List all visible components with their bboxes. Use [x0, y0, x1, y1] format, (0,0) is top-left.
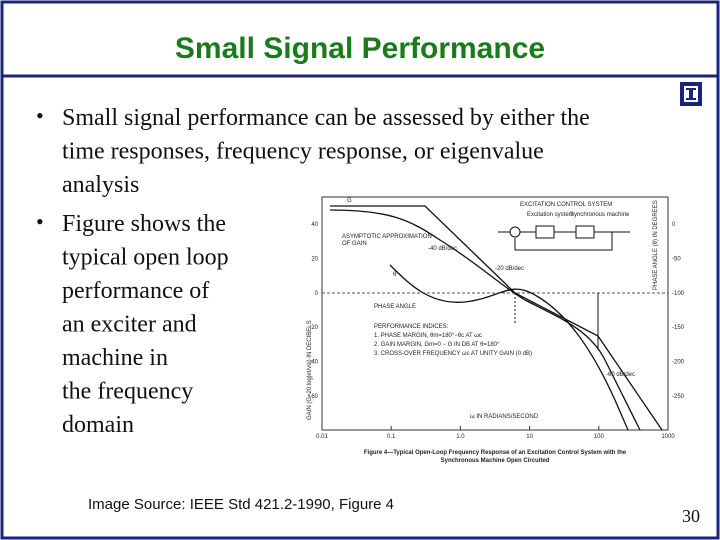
gain-axis-label: GAIN (G=20 log|et/vs|) IN DECIBELS: [307, 320, 313, 420]
performance-index: 2. GAIN MARGIN, Gm=0 − G IN DB AT θ=180°: [374, 342, 500, 348]
slope-label: -60 dB/dec: [606, 372, 635, 378]
phase-tick-label: -150: [672, 325, 685, 331]
bullet-dot: •: [36, 103, 44, 128]
phase-symbol: θ: [393, 272, 397, 278]
gain-symbol: G: [347, 198, 352, 204]
caption: Figure 4—Typical Open-Loop Frequency Res…: [364, 450, 627, 456]
bullet-line: the frequency: [62, 379, 193, 405]
phase-tick-label: -100: [672, 291, 685, 297]
x-axis-label: ω IN RADIANS/SECOND: [470, 414, 539, 420]
gain-tick-label: -60: [309, 394, 318, 400]
gain-tick-label: 0: [315, 291, 319, 297]
phase-tick-label: -250: [672, 394, 685, 400]
gain-tick-label: -20: [309, 325, 318, 331]
bullet-line: performance of: [62, 278, 209, 304]
x-tick-label: 1.0: [456, 434, 465, 440]
summing-junction: [509, 226, 521, 238]
bullet-line: Figure shows the: [62, 211, 226, 237]
x-tick-label: 10: [526, 434, 533, 440]
asymptote-label: OF GAIN: [342, 241, 367, 247]
bullet-line: an exciter and: [62, 312, 197, 338]
slope-label: -40 dB/dec: [428, 246, 457, 252]
performance-index: 1. PHASE MARGIN, θm=180°−θc AT ωc: [374, 333, 482, 339]
block-name: Excitation system: [527, 212, 574, 218]
gain-tick-label: 20: [311, 256, 318, 262]
plot-frame: [321, 196, 669, 431]
gain-tick-label: 40: [311, 222, 318, 228]
figure: 0.01 0.1 1.0 10 100 1000 40 0 20 -50 0 -100 -20 -150 -…: [307, 196, 685, 464]
page-number: 30: [682, 506, 700, 526]
block: [575, 225, 595, 239]
phase-tick-label: -50: [672, 256, 681, 262]
x-tick-label: 1000: [661, 434, 675, 440]
bullet-line: machine in: [62, 345, 168, 371]
bullet-line: domain: [62, 412, 134, 438]
gain-curve: [329, 209, 641, 431]
bullet-line: typical open loop: [62, 245, 229, 271]
performance-index: 3. CROSS-OVER FREQUENCY ωc AT UNITY GAIN…: [374, 351, 532, 357]
block: [535, 225, 555, 239]
logo: [680, 82, 702, 106]
phase-tick-label: -200: [672, 360, 685, 366]
x-tick-label: 0.01: [316, 434, 328, 440]
gain-tick-label: -40: [309, 360, 318, 366]
block-title: EXCITATION CONTROL SYSTEM: [520, 202, 612, 208]
x-tick-label: 100: [594, 434, 605, 440]
slope-label: -20 dB/dec: [495, 266, 524, 272]
phase-curve: [389, 264, 629, 431]
image-source: Image Source: IEEE Std 421.2-1990, Figur…: [88, 496, 394, 513]
caption: Synchronous Machine Open Circuited: [441, 458, 550, 464]
phase-axis-label: PHASE ANGLE (θ) IN DEGREES: [653, 200, 659, 290]
bullet-dot: •: [36, 209, 44, 234]
block-name: Synchronous machine: [570, 212, 630, 218]
asymptote-label: ASYMPTOTIC APPROXIMATION: [342, 234, 432, 240]
phase-tick-label: 0: [672, 222, 676, 228]
bullet-line: analysis: [62, 172, 139, 198]
bullet-line: time responses, frequency response, or e…: [62, 139, 544, 165]
bullet-line: Small signal performance can be assessed…: [62, 105, 590, 131]
performance-index: PERFORMANCE INDICES:: [374, 324, 449, 330]
title: Small Signal Performance: [175, 32, 545, 65]
x-tick-label: 0.1: [387, 434, 396, 440]
phase-label: PHASE ANGLE: [374, 304, 416, 310]
